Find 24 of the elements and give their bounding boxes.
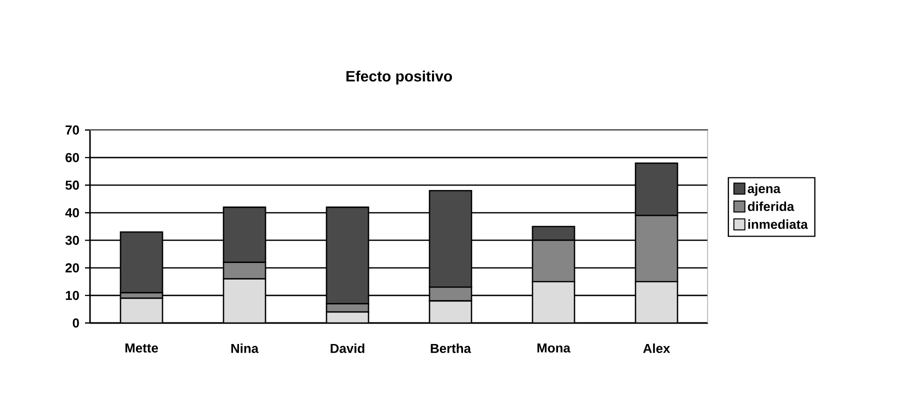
y-tick-label: 50 (65, 180, 79, 190)
bar (532, 280, 576, 323)
legend-label: ajena (748, 184, 781, 196)
x-tick-label: Bertha (430, 344, 472, 354)
y-tick-label: 30 (65, 236, 79, 245)
y-tick-label: 10 (66, 290, 79, 300)
y-tick-label: 60 (66, 152, 79, 162)
y-tick-label: 40 (65, 208, 79, 218)
legend-label: diferida (748, 202, 794, 212)
chart-title: Efecto positivo (346, 70, 452, 85)
x-tick-label: David (330, 344, 364, 354)
y-tick-label: 20 (66, 263, 79, 272)
bar (222, 278, 266, 323)
y-tick-label: 70 (66, 125, 79, 135)
x-tick-label: Alex (643, 344, 670, 354)
bar (120, 231, 164, 294)
bar (428, 300, 472, 323)
bar (634, 280, 678, 323)
bar (120, 298, 164, 323)
x-tick-label: Mona (537, 344, 570, 353)
y-tick-label: 0 (72, 318, 79, 328)
x-tick-label: Mette (125, 344, 158, 353)
x-tick-label: Nina (231, 344, 259, 354)
legend-label: inmediata (748, 219, 808, 229)
